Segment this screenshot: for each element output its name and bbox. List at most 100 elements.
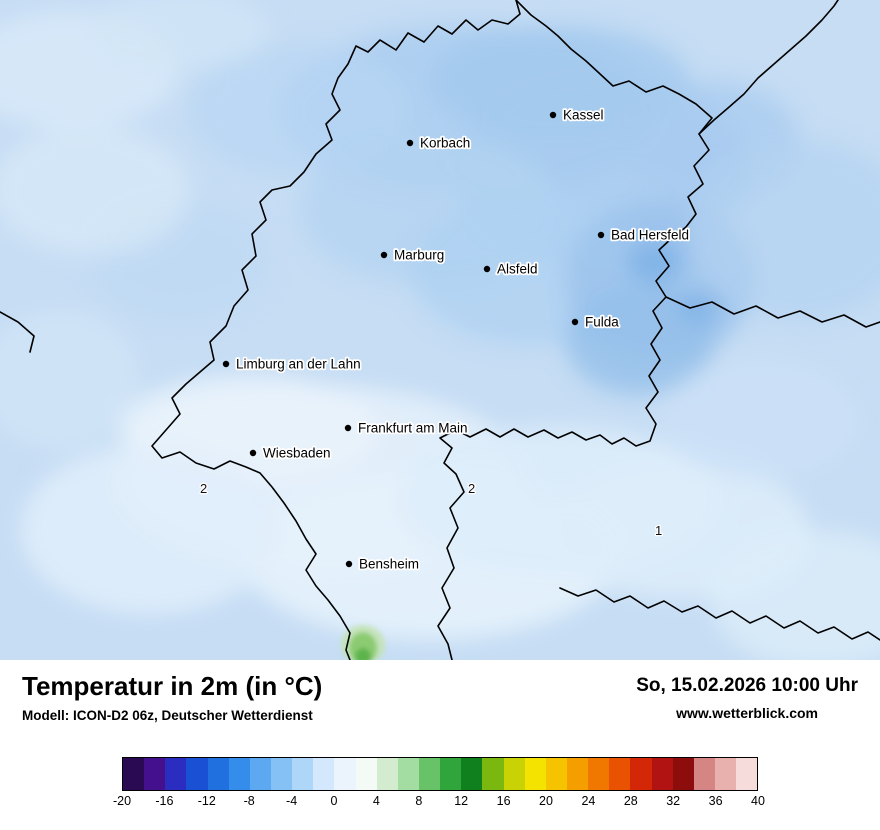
legend-color-cell [693, 758, 715, 790]
temperature-value-label: 2 [468, 481, 475, 496]
legend-color-cell [355, 758, 377, 790]
legend-tick-label: 40 [751, 794, 765, 808]
city-label: Kassel [563, 108, 604, 123]
legend-tick-label: 8 [415, 794, 423, 808]
city-label: Frankfurt am Main [358, 421, 468, 436]
legend-tick-label: -12 [197, 794, 216, 808]
legend-color-cell [418, 758, 441, 790]
footer-right: So, 15.02.2026 10:00 Uhr www.wetterblick… [636, 672, 858, 721]
legend-tick-label: -4 [286, 794, 298, 808]
legend-color-cell [736, 758, 758, 790]
city-label: Alsfeld [497, 262, 538, 277]
state-border-path [437, 0, 713, 660]
legend-tick-label: 20 [539, 794, 553, 808]
legend-tick-label: 32 [666, 794, 681, 808]
city-marker: Kassel [549, 106, 605, 124]
legend-color-cell [186, 758, 208, 790]
legend-tick-label: 4 [372, 794, 380, 808]
forecast-datetime: So, 15.02.2026 10:00 Uhr [636, 675, 858, 696]
legend-color-cell [440, 758, 462, 790]
legend-color-cell [334, 758, 356, 790]
city-marker: Korbach [406, 134, 472, 152]
city-label: Bensheim [359, 557, 419, 572]
legend-color-cell [123, 758, 145, 790]
model-info: Modell: ICON-D2 06z, Deutscher Wetterdie… [22, 707, 313, 723]
legend-color-cell [545, 758, 567, 790]
legend-tick-label: 36 [708, 794, 723, 808]
city-label: Marburg [394, 248, 444, 263]
city-marker: Bad Hersfeld [597, 226, 691, 244]
legend-color-cell [144, 758, 166, 790]
state-border-path [151, 0, 521, 660]
legend-color-cell [165, 758, 187, 790]
city-marker: Wiesbaden [249, 444, 332, 462]
legend-tick-label: 16 [496, 794, 511, 808]
color-scale-ticks: -20 -16 -12 -8 -4 0 4 8 12 16 20 24 28 32 36 40 [113, 794, 765, 812]
warm-spot [341, 625, 385, 660]
value-labels-layer: 2 2 1 [199, 480, 664, 540]
map-footer: Temperatur in 2m (in °C) Modell: ICON-D2… [0, 660, 880, 830]
map-title: Temperatur in 2m (in °C) [22, 671, 323, 701]
city-dot [571, 318, 579, 326]
cities-layer: Kassel Korbach Bad Hersfeld Marburg Alsfeld F… [222, 106, 691, 573]
map-canvas: 2 2 1 Kassel Korbach Bad Hersfeld Marburg Alsf… [0, 0, 880, 660]
city-marker: Marburg [380, 246, 446, 264]
city-dot [549, 111, 557, 119]
city-label: Limburg an der Lahn [236, 357, 361, 372]
legend-color-cell [228, 758, 250, 790]
city-marker: Alsfeld [483, 260, 539, 278]
legend-color-cell [292, 758, 314, 790]
legend-color-cell [249, 758, 271, 790]
city-dot [345, 560, 353, 568]
website-label: www.wetterblick.com [676, 705, 819, 721]
legend-color-cell [461, 758, 483, 790]
city-dot [380, 251, 388, 259]
temperature-map: 2 2 1 Kassel Korbach Bad Hersfeld Marburg Alsf… [0, 0, 880, 660]
legend-color-cell [609, 758, 631, 790]
city-label: Korbach [420, 136, 470, 151]
city-marker: Frankfurt am Main [344, 419, 469, 437]
state-border-path [559, 587, 880, 641]
city-label: Wiesbaden [263, 446, 331, 461]
legend-color-cell [714, 758, 737, 790]
legend-color-cell [588, 758, 610, 790]
legend-tick-label: 28 [623, 794, 638, 808]
legend-tick-label: -20 [112, 794, 132, 808]
state-border-path [698, 0, 839, 135]
state-border-path [0, 311, 35, 353]
legend-color-cell [672, 758, 694, 790]
city-dot [597, 231, 605, 239]
legend-color-cell [503, 758, 525, 790]
footer-left: Temperatur in 2m (in °C) Modell: ICON-D2… [22, 672, 322, 723]
city-marker: Fulda [571, 313, 621, 331]
color-scale-legend: -20 -16 -12 -8 -4 0 4 8 12 16 20 24 28 32 36 40 [113, 757, 765, 812]
legend-color-cell [630, 758, 652, 790]
temperature-value-label: 1 [655, 523, 662, 538]
city-marker: Bensheim [345, 555, 421, 573]
state-border-path [665, 296, 880, 328]
legend-color-cell [207, 758, 229, 790]
legend-color-cell [270, 758, 293, 790]
city-label: Fulda [585, 315, 619, 330]
legend-tick-label: 24 [581, 794, 596, 808]
legend-tick-label: 12 [454, 794, 469, 808]
legend-color-cell [566, 758, 589, 790]
legend-color-cell [376, 758, 398, 790]
footer-text-row: Temperatur in 2m (in °C) Modell: ICON-D2… [0, 660, 880, 723]
temperature-field [0, 0, 880, 660]
legend-color-cell [313, 758, 335, 790]
legend-tick-label: -16 [155, 794, 174, 808]
legend-color-cell [397, 758, 419, 790]
color-scale-bar [122, 757, 758, 791]
city-dot [249, 449, 257, 457]
city-dot [344, 424, 352, 432]
temperature-value-label: 2 [200, 481, 207, 496]
city-dot [483, 265, 491, 273]
legend-color-cell [524, 758, 546, 790]
city-marker: Limburg an der Lahn [222, 355, 362, 373]
legend-color-cell [482, 758, 504, 790]
legend-tick-label: -8 [243, 794, 255, 808]
legend-tick-label: 0 [330, 794, 338, 808]
city-dot [406, 139, 414, 147]
